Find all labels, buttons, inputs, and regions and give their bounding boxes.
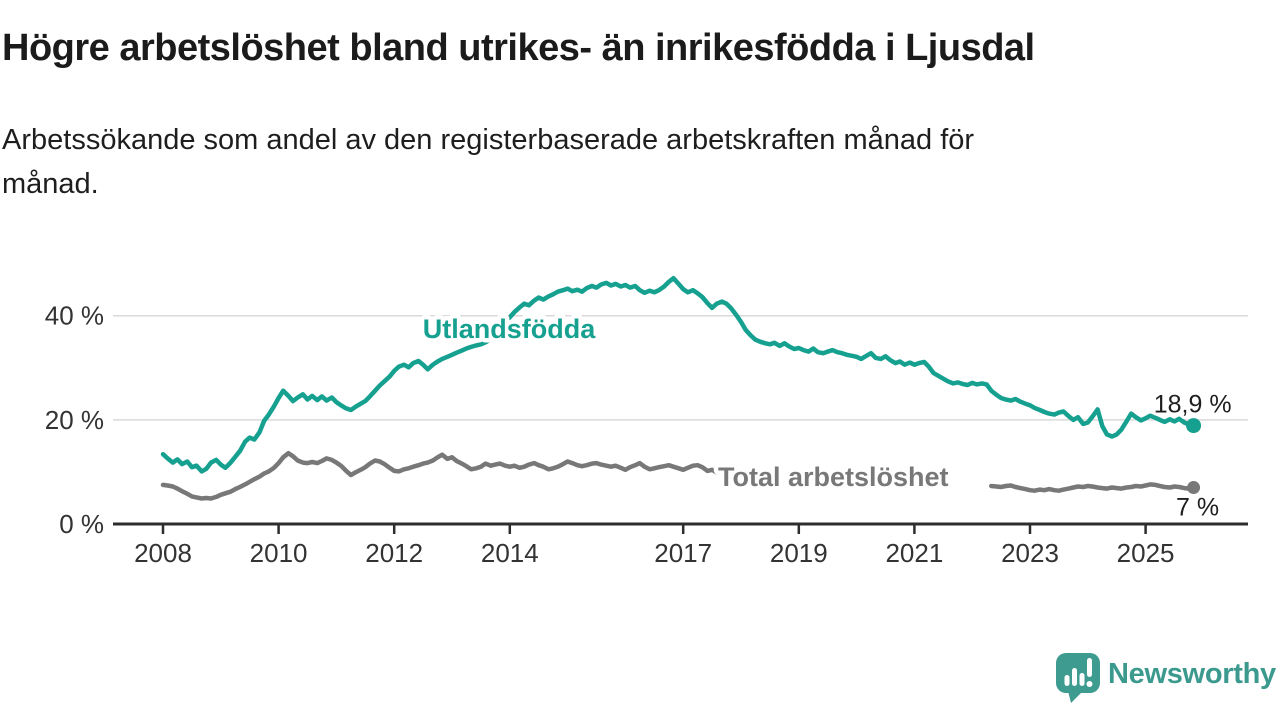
y-tick-label-40pct: 40 %	[45, 301, 104, 331]
newsworthy-logo: Newsworthy	[1050, 646, 1280, 710]
logo-bar-1	[1064, 675, 1070, 686]
y-tick-label-0pct: 0 %	[59, 509, 104, 539]
x-tick-label-2019: 2019	[770, 538, 828, 568]
series-end-dot-utlandsfodda	[1186, 418, 1202, 434]
x-tick-label-2017: 2017	[654, 538, 712, 568]
x-tick-label-2014: 2014	[481, 538, 539, 568]
logo-bar-2	[1072, 668, 1077, 686]
x-tick-label-2010: 2010	[250, 538, 308, 568]
series-label-total: Total arbetslöshet	[718, 462, 949, 492]
x-tick-label-2025: 2025	[1117, 538, 1175, 568]
newsworthy-logo-icon	[1056, 653, 1100, 703]
series-label-utlandsfodda: Utlandsfödda	[423, 314, 596, 344]
chart-subtitle-line-1: Arbetssökande som andel av den registerb…	[2, 124, 975, 156]
x-tick-label-2023: 2023	[1001, 538, 1059, 568]
logo-bar-3	[1079, 673, 1085, 686]
chart-subtitle: Arbetssökande som andel av den registerb…	[2, 118, 1202, 206]
series-line-utlandsfodda	[160, 275, 1196, 474]
logo-exclamation-dot	[1086, 681, 1093, 687]
y-tick-label-20pct: 20 %	[45, 405, 104, 435]
end-value-label-total: 7 %	[1176, 494, 1219, 522]
x-tick-label-2012: 2012	[365, 538, 423, 568]
series-end-dot-total	[1187, 481, 1201, 495]
newsworthy-logo-text: Newsworthy	[1108, 658, 1276, 690]
x-tick-label-2008: 2008	[134, 538, 192, 568]
series-line-total-segment-1	[160, 450, 719, 501]
page-title: Högre arbetslöshet bland utrikes- än inr…	[2, 27, 1035, 69]
x-tick-label-2021: 2021	[885, 538, 943, 568]
chart-subtitle-line-2: månad.	[2, 168, 99, 200]
logo-exclamation-bar	[1087, 658, 1092, 677]
series-line-total-segment-2	[989, 482, 1196, 493]
end-value-label-utlandsfodda: 18,9 %	[1154, 391, 1232, 419]
